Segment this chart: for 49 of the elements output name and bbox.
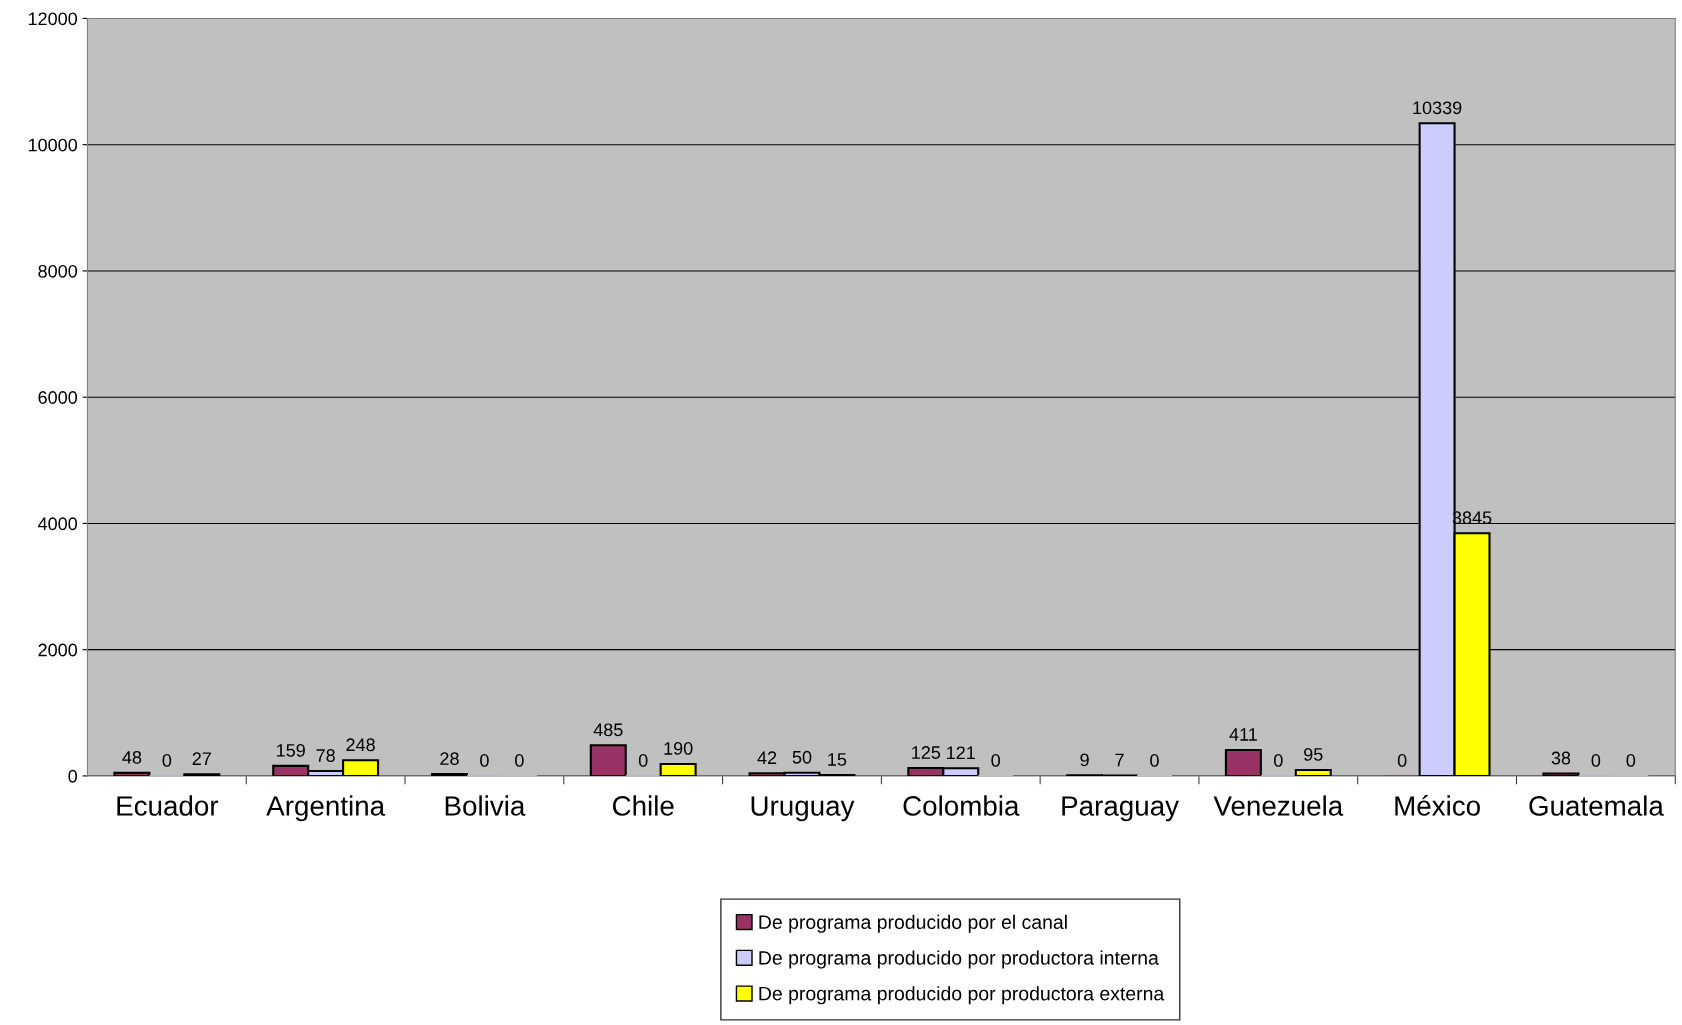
data-label: 0 — [1626, 754, 1636, 767]
data-label: 28 — [440, 752, 459, 766]
y-tick-label: 0 — [68, 769, 78, 783]
data-label: 125 — [912, 746, 941, 759]
data-label: 121 — [947, 746, 975, 759]
data-label: 0 — [1150, 754, 1159, 767]
y-tick-label: 2000 — [38, 643, 78, 657]
legend-label: De programa producido por productora externa — [759, 986, 1165, 1005]
data-label: 27 — [192, 752, 211, 765]
data-label: 0 — [1397, 754, 1407, 767]
legend-label: De programa producido por el canal — [759, 914, 1067, 933]
data-label: 42 — [757, 751, 777, 764]
data-label: 0 — [480, 754, 489, 767]
data-label: 485 — [593, 723, 623, 737]
data-label: 190 — [664, 742, 693, 755]
data-label: 48 — [122, 750, 142, 764]
x-tick-label: Chile — [612, 795, 674, 816]
x-tick-label: Ecuador — [117, 795, 219, 816]
data-label: 0 — [162, 754, 172, 767]
x-tick-label: Paraguay — [1062, 796, 1179, 822]
data-label: 38 — [1551, 751, 1571, 765]
data-label: 7 — [1115, 753, 1124, 767]
x-tick-label: Guatemala — [1529, 795, 1664, 816]
legend-label: De programa producido por productora interna — [759, 950, 1159, 969]
data-label: 78 — [316, 749, 335, 762]
x-tick-label: Venezuela — [1213, 795, 1344, 816]
data-label: 0 — [515, 754, 524, 767]
data-label: 0 — [1591, 754, 1601, 767]
y-tick-label: 6000 — [38, 391, 78, 404]
data-label: 0 — [638, 754, 648, 767]
x-tick-label: México — [1395, 795, 1480, 816]
y-tick-label: 10000 — [28, 138, 78, 152]
x-tick-label: Bolivia — [445, 795, 526, 816]
data-label: 0 — [1274, 754, 1283, 767]
data-label: 9 — [1080, 753, 1089, 767]
data-label: 248 — [346, 738, 375, 752]
y-tick-label: 8000 — [38, 264, 78, 278]
data-label: 95 — [1304, 748, 1323, 761]
x-tick-label: Colombia — [903, 795, 1020, 816]
data-label: 50 — [792, 750, 812, 764]
data-label: 411 — [1229, 728, 1257, 741]
data-label: 10339 — [1413, 101, 1462, 115]
data-label: 159 — [277, 743, 305, 757]
data-label: 0 — [991, 754, 1001, 767]
x-tick-label: Argentina — [266, 795, 386, 822]
y-tick-label: 12000 — [28, 12, 78, 26]
data-label: 15 — [828, 753, 847, 766]
x-tick-label: Uruguay — [751, 796, 855, 822]
y-tick-label: 4000 — [37, 517, 78, 531]
